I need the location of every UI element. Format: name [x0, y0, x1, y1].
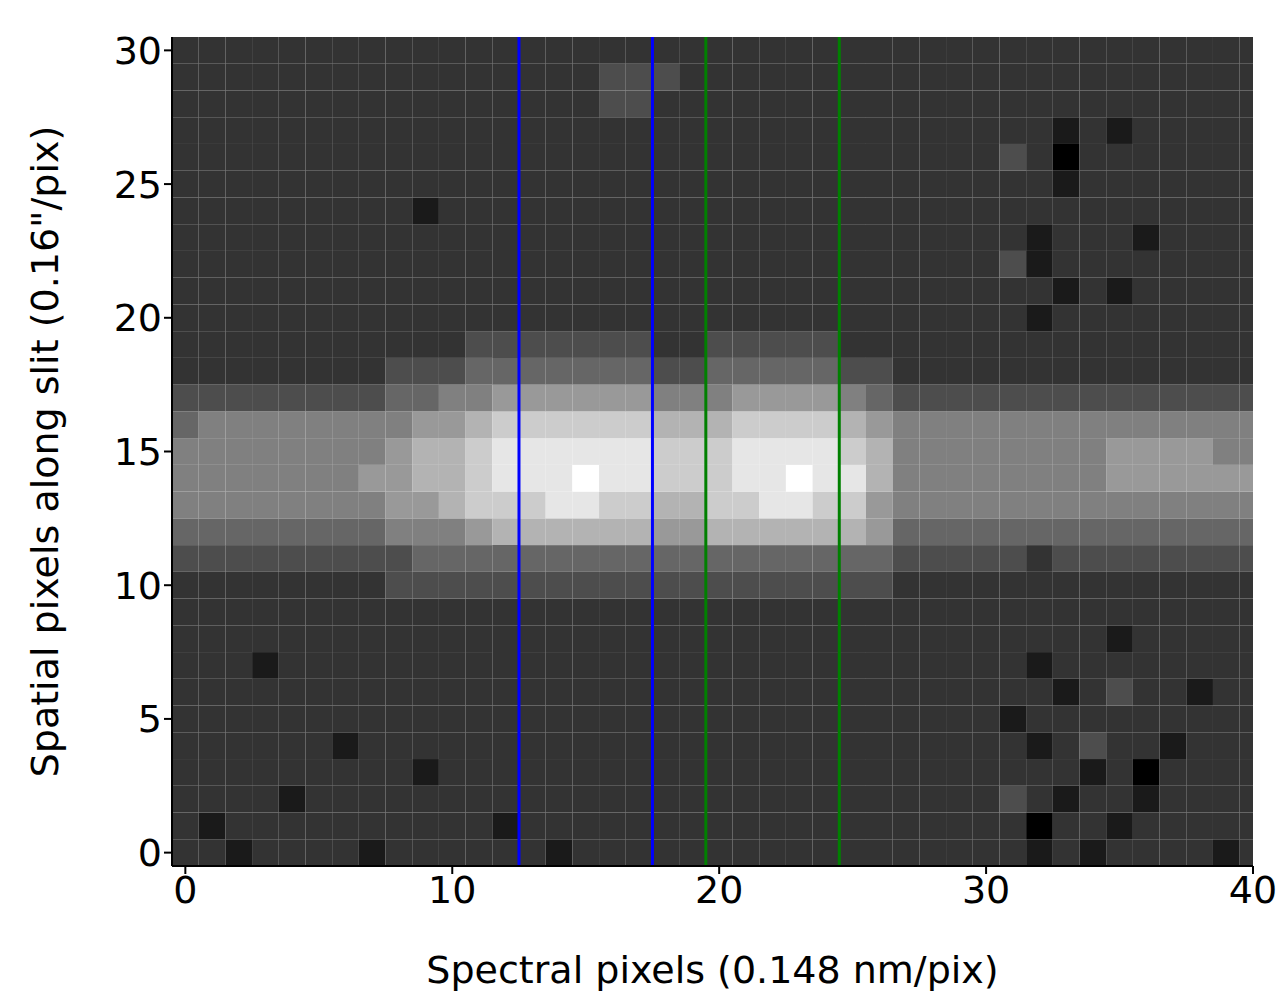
svg-text:20: 20: [114, 296, 162, 340]
svg-text:0: 0: [173, 868, 197, 912]
svg-text:40: 40: [1229, 868, 1277, 912]
svg-text:5: 5: [138, 697, 162, 741]
svg-text:30: 30: [962, 868, 1010, 912]
svg-text:10: 10: [114, 564, 162, 608]
svg-text:10: 10: [428, 868, 476, 912]
svg-text:Spatial pixels along slit (0.1: Spatial pixels along slit (0.16"/pix): [23, 126, 67, 778]
svg-text:25: 25: [114, 163, 162, 207]
svg-text:Spectral pixels (0.148 nm/pix): Spectral pixels (0.148 nm/pix): [426, 948, 998, 992]
svg-text:30: 30: [114, 29, 162, 73]
svg-text:15: 15: [114, 430, 162, 474]
svg-text:20: 20: [695, 868, 743, 912]
svg-text:0: 0: [138, 831, 162, 875]
